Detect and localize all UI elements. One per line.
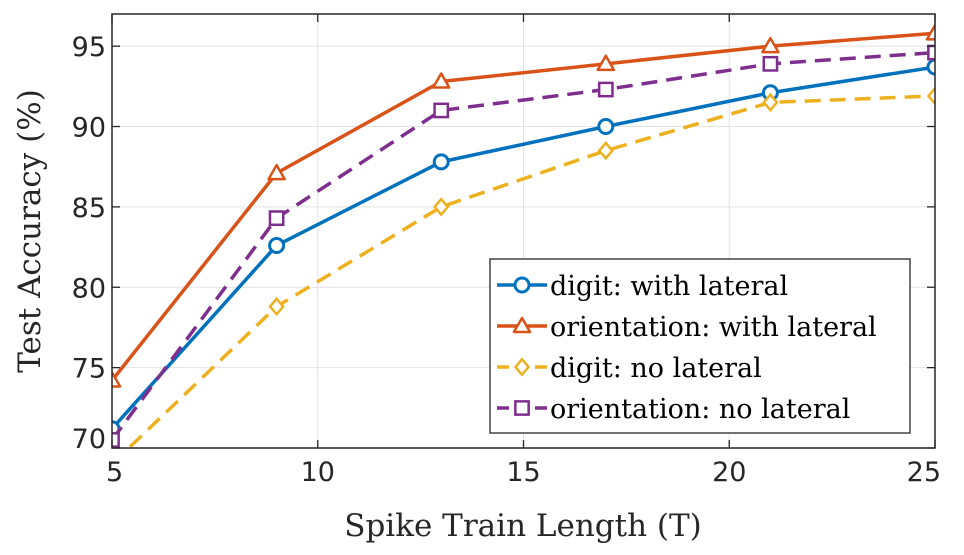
series-2 (112, 23, 935, 388)
marker-circle (432, 153, 450, 171)
marker-triangle (267, 163, 286, 181)
y-tick-label: 95 (72, 32, 106, 63)
marker-circle (513, 276, 531, 294)
marker-triangle (596, 54, 616, 72)
x-axis-label: Spike Train Length (T) (344, 508, 702, 544)
x-tick-label: 25 (907, 457, 941, 488)
marker-triangle (431, 72, 451, 89)
marker-square (112, 432, 120, 448)
marker-triangle (512, 316, 532, 334)
marker-triangle (112, 371, 122, 388)
marker-diamond (433, 197, 450, 217)
y-tick-label: 90 (72, 113, 106, 144)
marker-diamond (268, 296, 285, 317)
marker-diamond (762, 92, 779, 113)
marker-circle (597, 118, 615, 136)
legend-label: digit: with lateral (550, 271, 788, 302)
y-tick-label: 75 (72, 354, 106, 385)
x-tick-label: 20 (712, 457, 746, 488)
marker-square (762, 55, 779, 72)
legend-label: orientation: no lateral (550, 394, 850, 425)
series-line (112, 65, 935, 430)
marker-diamond (513, 357, 531, 377)
legend-label: digit: no lateral (550, 353, 762, 384)
y-axis-label: Test Accuracy (%) (12, 89, 48, 373)
series-layer (112, 23, 935, 448)
series-3 (126, 86, 935, 448)
marker-square (597, 81, 614, 98)
y-tick-label: 80 (72, 273, 106, 304)
marker-square (514, 400, 530, 416)
marker-triangle (925, 23, 935, 41)
tick-labels: 5 10 15 20 25 70 75 80 85 90 95 (72, 32, 941, 488)
marker-diamond (597, 140, 614, 161)
legend-label: orientation: with lateral (550, 312, 877, 343)
legend: digit: with lateral orientation: with lat… (489, 258, 911, 434)
y-tick-label: 85 (72, 193, 106, 224)
series-line (112, 31, 935, 382)
axis-ticks (111, 14, 936, 449)
legend-box (489, 258, 911, 434)
marker-circle (926, 58, 935, 76)
x-tick-label: 5 (106, 457, 123, 488)
marker-triangle (761, 36, 780, 54)
series-line (126, 94, 935, 448)
series-line (112, 50, 935, 442)
marker-diamond (926, 86, 935, 106)
marker-square (433, 102, 450, 119)
y-tick-label: 70 (72, 424, 106, 455)
x-tick-label: 10 (301, 457, 335, 488)
marker-square (268, 210, 285, 227)
x-tick-label: 15 (506, 457, 540, 488)
series-4 (112, 44, 935, 448)
marker-circle (268, 236, 286, 254)
